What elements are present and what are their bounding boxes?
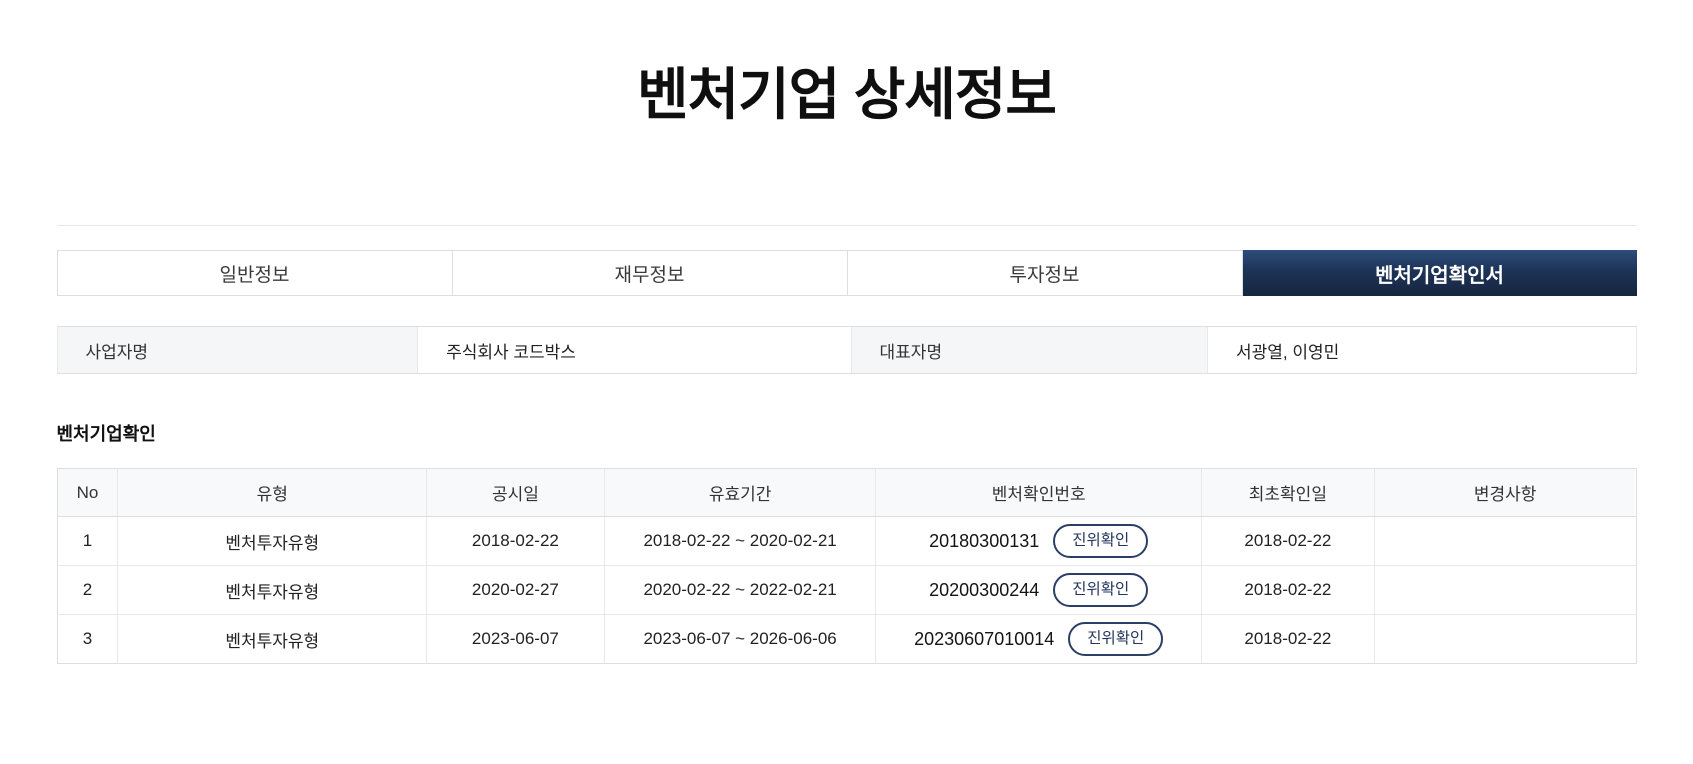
- row-confirm-no-cell: 20230607010014 진위확인: [876, 615, 1202, 663]
- row-no-cell: 3: [57, 615, 119, 663]
- column-header: 유형: [118, 469, 428, 516]
- row-announce-date-cell: 2018-02-22: [427, 517, 605, 565]
- row-announce-date-cell: 2023-06-07: [427, 615, 605, 663]
- row-changes-cell: [1374, 566, 1636, 614]
- row-confirm-no-cell: 20180300131 진위확인: [876, 517, 1202, 565]
- row-confirm-no-cell: 20200300244 진위확인: [876, 566, 1202, 614]
- verify-authenticity-button[interactable]: 진위확인: [1053, 523, 1149, 559]
- table-header-row: No 유형 공시일 유효기간 벤처확인번호 최초확인일 변경사항: [57, 469, 1636, 517]
- column-header: 벤처확인번호: [876, 469, 1202, 516]
- row-first-confirm-date-cell: 2018-02-22: [1201, 566, 1375, 614]
- confirm-number: 20180300131: [929, 530, 1040, 551]
- row-type-cell: 벤처투자유형: [118, 615, 428, 663]
- row-changes-cell: [1374, 615, 1636, 663]
- ceo-name-label: 대표자명: [851, 327, 1208, 373]
- column-header: 변경사항: [1374, 469, 1636, 516]
- row-announce-date-cell: 2020-02-27: [427, 566, 605, 614]
- confirm-number: 20200300244: [929, 579, 1040, 600]
- confirm-number: 20230607010014: [914, 628, 1055, 649]
- company-info-row: 사업자명 주식회사 코드박스 대표자명 서광열, 이영민: [56, 326, 1637, 374]
- business-name-label: 사업자명: [57, 327, 419, 373]
- table-row: 3 벤처투자유형 2023-06-07 2023-06-07 ~ 2026-06…: [57, 615, 1636, 664]
- row-valid-period-cell: 2023-06-07 ~ 2026-06-06: [604, 615, 877, 663]
- row-valid-period-cell: 2020-02-22 ~ 2022-02-21: [604, 566, 877, 614]
- column-header: 최초확인일: [1201, 469, 1375, 516]
- table-row: 2 벤처투자유형 2020-02-27 2020-02-22 ~ 2022-02…: [57, 566, 1636, 615]
- column-header: 공시일: [427, 469, 605, 516]
- tab-investment-info[interactable]: 투자정보: [847, 250, 1243, 296]
- ceo-name-value: 서광열, 이영민: [1208, 327, 1636, 373]
- section-title: 벤처기업확인: [56, 424, 156, 444]
- tab-general-info[interactable]: 일반정보: [56, 250, 453, 296]
- row-type-cell: 벤처투자유형: [118, 566, 428, 614]
- tab-bar: 일반정보 재무정보 투자정보 벤처기업확인서: [56, 250, 1637, 296]
- row-type-cell: 벤처투자유형: [118, 517, 428, 565]
- tab-financial-info[interactable]: 재무정보: [452, 250, 848, 296]
- verify-authenticity-button[interactable]: 진위확인: [1053, 572, 1149, 608]
- tab-venture-certificate[interactable]: 벤처기업확인서: [1242, 250, 1637, 296]
- content-container: 일반정보 재무정보 투자정보 벤처기업확인서 사업자명 주식회사 코드박스 대표…: [56, 225, 1637, 664]
- row-first-confirm-date-cell: 2018-02-22: [1201, 615, 1375, 663]
- verify-authenticity-button[interactable]: 진위확인: [1068, 621, 1164, 657]
- column-header: 유효기간: [604, 469, 877, 516]
- row-no-cell: 1: [57, 517, 119, 565]
- page-title: 벤처기업 상세정보: [637, 63, 1057, 126]
- table-body: 1 벤처투자유형 2018-02-22 2018-02-22 ~ 2020-02…: [57, 517, 1636, 664]
- venture-confirmation-table: No 유형 공시일 유효기간 벤처확인번호 최초확인일 변경사항 1 벤처투자유형 2018…: [56, 468, 1637, 664]
- row-no-cell: 2: [57, 566, 119, 614]
- row-first-confirm-date-cell: 2018-02-22: [1201, 517, 1375, 565]
- row-valid-period-cell: 2018-02-22 ~ 2020-02-21: [604, 517, 877, 565]
- table-row: 1 벤처투자유형 2018-02-22 2018-02-22 ~ 2020-02…: [57, 517, 1636, 566]
- business-name-value: 주식회사 코드박스: [418, 327, 852, 373]
- row-changes-cell: [1374, 517, 1636, 565]
- top-divider: [56, 225, 1637, 226]
- column-header: No: [57, 469, 119, 516]
